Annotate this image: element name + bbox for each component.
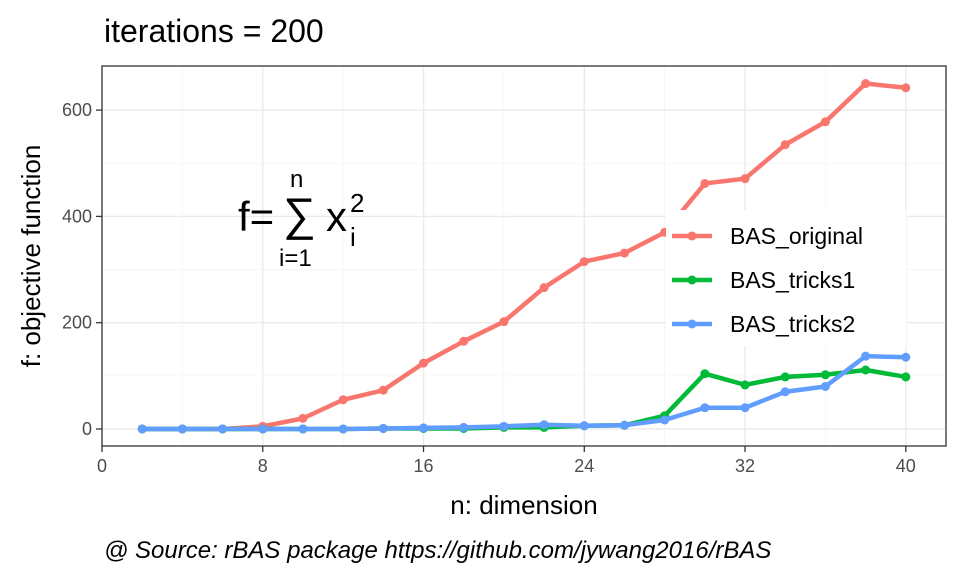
legend-label-bas-tricks1: BAS_tricks1	[730, 267, 855, 293]
data-point-bas-original	[459, 336, 469, 346]
data-point-bas-tricks1	[780, 372, 790, 382]
data-point-bas-tricks2	[820, 381, 830, 391]
data-point-bas-tricks2	[780, 387, 790, 397]
series-line-bas-original	[139, 81, 909, 432]
data-point-bas-tricks2	[740, 403, 750, 413]
data-point-bas-tricks2	[419, 423, 429, 433]
y-axis-title: f: objective function	[16, 145, 46, 368]
legend-key-point-bas-tricks2	[687, 319, 697, 329]
data-point-bas-tricks2	[539, 420, 549, 430]
data-point-bas-tricks2	[861, 351, 871, 361]
data-point-bas-original	[901, 83, 911, 93]
data-point-bas-tricks2	[499, 421, 509, 431]
data-point-bas-tricks2	[459, 422, 469, 432]
legend: BAS_original BAS_tricks1 BAS_tricks2	[666, 210, 906, 346]
x-tick-label: 0	[97, 456, 107, 476]
source-caption: @ Source: rBAS package https://github.co…	[104, 537, 771, 564]
y-tick-label: 0	[82, 419, 92, 439]
data-point-bas-original	[338, 395, 348, 405]
data-point-bas-tricks2	[579, 421, 589, 431]
data-point-bas-tricks2	[901, 352, 911, 362]
formula-upper-limit: n	[290, 166, 303, 193]
formula-superscript: 2	[350, 188, 364, 218]
series-line-bas-tricks2	[139, 353, 909, 432]
data-point-bas-original	[861, 79, 871, 89]
formula-sum-symbol: ∑	[283, 188, 316, 240]
y-tick-label: 600	[62, 100, 92, 120]
data-point-bas-tricks2	[378, 423, 388, 433]
legend-label-bas-tricks2: BAS_tricks2	[730, 311, 855, 337]
data-point-bas-tricks2	[298, 424, 308, 434]
data-point-bas-original	[419, 358, 429, 368]
series-layer	[137, 79, 911, 434]
data-point-bas-original	[619, 248, 629, 258]
data-point-bas-tricks2	[700, 403, 710, 413]
chart-title: iterations = 200	[104, 13, 324, 49]
data-point-bas-original	[700, 178, 710, 188]
x-tick-label: 24	[574, 456, 594, 476]
data-point-bas-tricks1	[861, 365, 871, 375]
legend-key-point-bas-tricks1	[687, 275, 697, 285]
data-point-bas-tricks1	[901, 372, 911, 382]
formula-annotation: f= ∑ n i=1 x 2 i	[238, 166, 364, 272]
formula-term: x	[326, 193, 347, 240]
x-axis-title: n: dimension	[450, 490, 597, 520]
data-point-bas-tricks2	[137, 424, 147, 434]
data-point-bas-tricks1	[740, 380, 750, 390]
x-tick-label: 40	[896, 456, 916, 476]
data-point-bas-original	[499, 317, 509, 327]
data-point-bas-tricks2	[619, 420, 629, 430]
data-point-bas-original	[820, 117, 830, 127]
data-point-bas-tricks1	[700, 369, 710, 379]
y-tick-label: 200	[62, 313, 92, 333]
data-point-bas-original	[539, 283, 549, 293]
data-point-bas-tricks2	[338, 424, 348, 434]
data-point-bas-tricks2	[660, 415, 670, 425]
formula-lhs: f=	[238, 193, 274, 240]
legend-label-bas-original: BAS_original	[730, 223, 863, 249]
formula-subscript: i	[350, 222, 356, 252]
data-point-bas-original	[378, 385, 388, 395]
data-point-bas-original	[579, 257, 589, 267]
data-point-bas-tricks2	[218, 424, 228, 434]
data-point-bas-original	[740, 174, 750, 184]
panel-border	[101, 65, 947, 447]
x-tick-label: 16	[414, 456, 434, 476]
data-point-bas-original	[780, 140, 790, 150]
data-point-bas-original	[298, 413, 308, 423]
x-tick-label: 32	[735, 456, 755, 476]
formula-lower-limit: i=1	[279, 245, 312, 272]
data-point-bas-tricks2	[177, 424, 187, 434]
data-point-bas-tricks1	[820, 370, 830, 380]
legend-key-point-bas-original	[687, 231, 697, 241]
data-point-bas-tricks2	[258, 424, 268, 434]
x-tick-label: 8	[258, 456, 268, 476]
y-tick-label: 400	[62, 206, 92, 226]
